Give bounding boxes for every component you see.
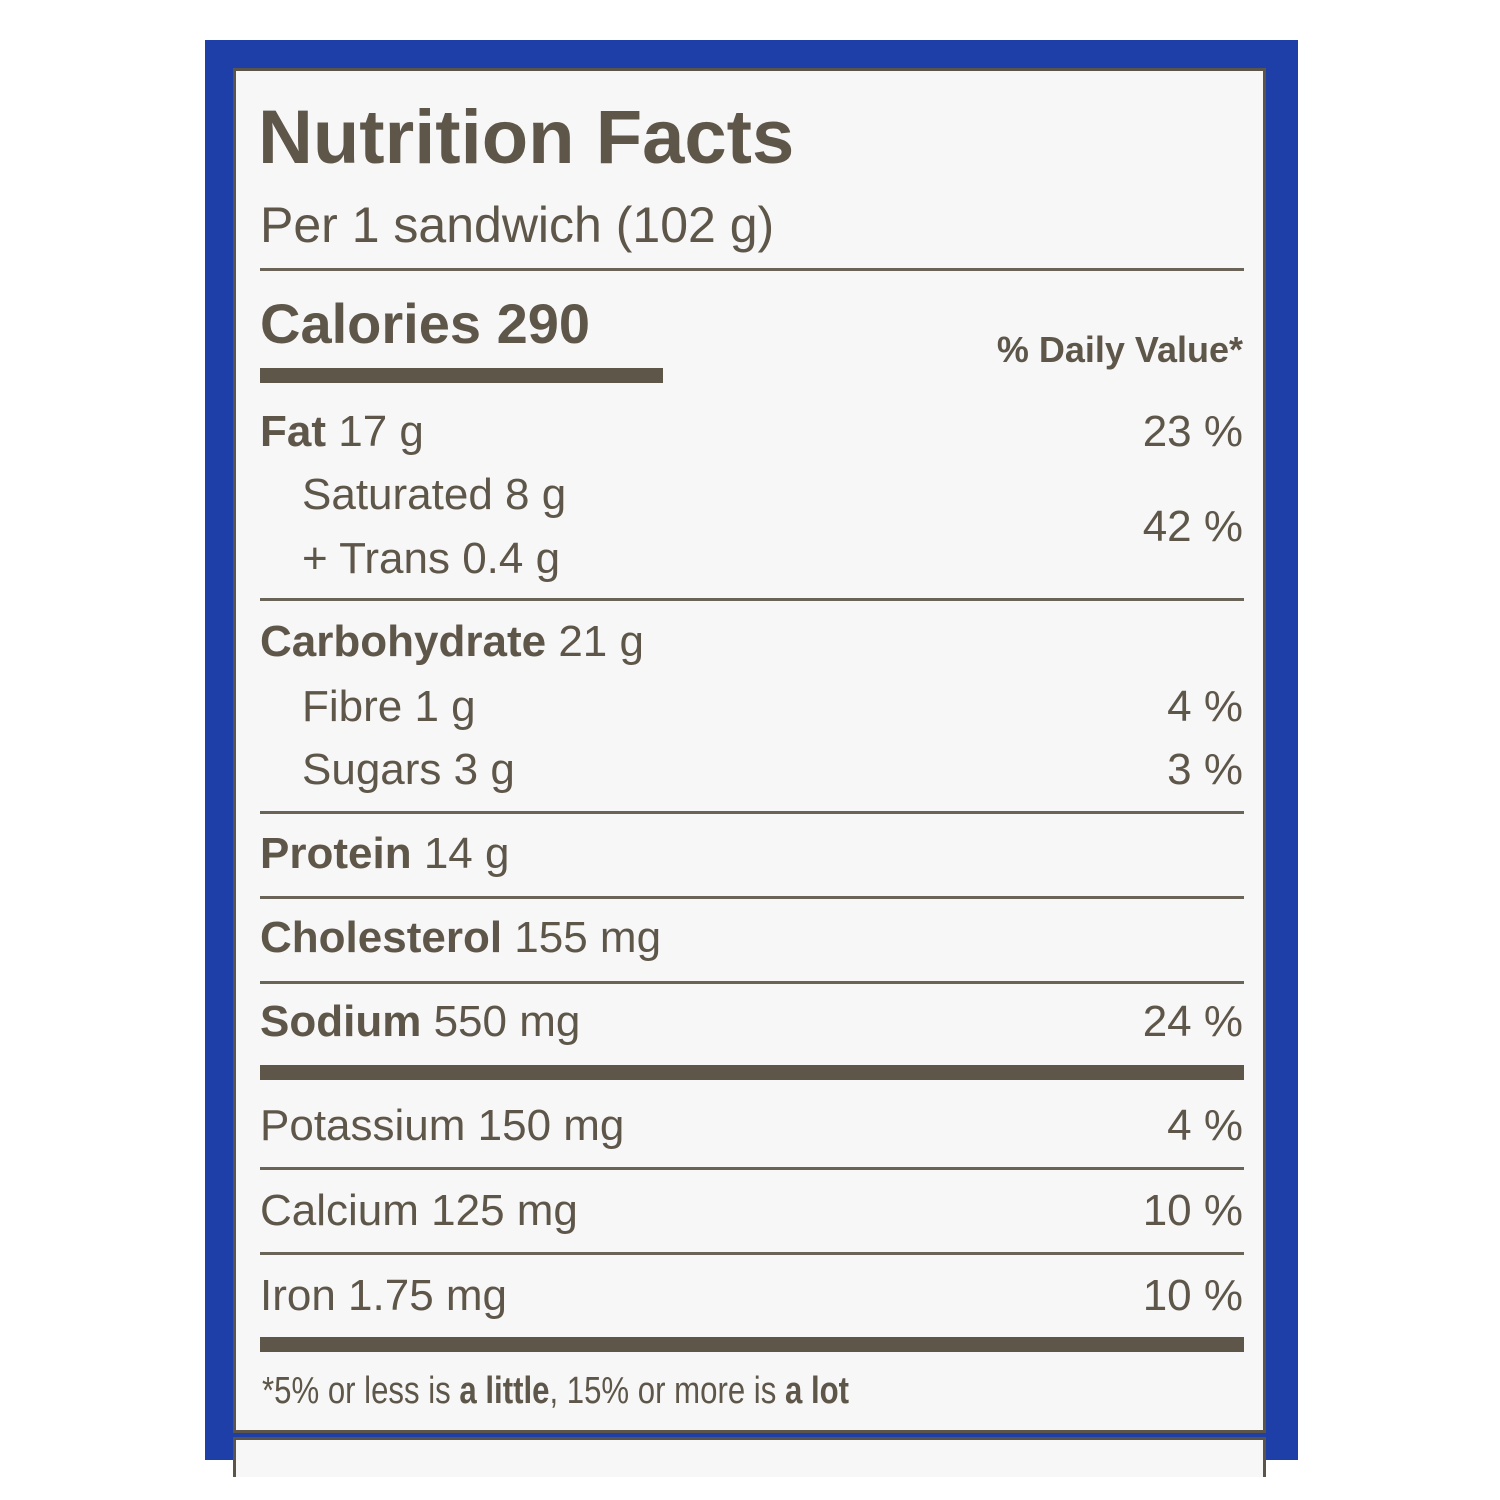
protein-amount: 14 g [423,829,510,878]
divider [260,1252,1244,1255]
cholesterol-row: Cholesterol 155 mg [260,916,661,960]
fibre-dv: 4 % [1167,682,1243,731]
potassium: Potassium 150 mg [260,1101,625,1150]
iron-dv: 10 % [1142,1271,1243,1320]
title: Nutrition Facts [258,95,795,180]
sugars: Sugars 3 g [302,745,515,794]
cholesterol-amount: 155 mg [514,913,662,962]
fat-dv: 23 % [1142,407,1243,456]
fat-row: Fat 17 g [260,410,424,454]
divider [260,1167,1244,1170]
sodium-amount: 550 mg [433,997,581,1046]
carbohydrate-amount: 21 g [558,617,644,666]
carbohydrate-label: Carbohydrate [260,617,547,666]
serving-size: Per 1 sandwich (102 g) [260,197,775,253]
trans: + Trans 0.4 g [302,534,561,583]
calories-bar [260,368,663,383]
fibre: Fibre 1 g [302,682,476,731]
thick-divider [260,1065,1244,1080]
sodium-row: Sodium 550 mg [260,1000,580,1044]
daily-value-header: % Daily Value* [996,329,1243,370]
fat-amount: 17 g [338,407,424,456]
divider [260,598,1244,601]
sodium-dv: 24 % [1142,997,1243,1046]
footnote-text: , 15% or more is [549,1370,785,1412]
cholesterol-label: Cholesterol [260,913,503,962]
footnote-text: *5% or less is [262,1370,460,1412]
sat-trans-dv: 42 % [1142,502,1243,551]
ingredients-panel [233,1437,1266,1477]
nutrition-panel [233,68,1266,1433]
calcium-dv: 10 % [1142,1186,1243,1235]
saturated: Saturated 8 g [302,470,567,519]
potassium-dv: 4 % [1167,1101,1243,1150]
divider [260,811,1244,814]
footnote: *5% or less is a little, 15% or more is … [262,1372,849,1410]
divider [260,981,1244,984]
iron: Iron 1.75 mg [260,1271,508,1320]
protein-label: Protein [260,829,412,878]
calories: Calories 290 [260,296,590,352]
carbohydrate-row: Carbohydrate 21 g [260,620,644,664]
calcium: Calcium 125 mg [260,1186,578,1235]
sodium-label: Sodium [260,997,422,1046]
fat-label: Fat [260,407,326,456]
footnote-bold: a lot [784,1370,850,1412]
thick-divider [260,1337,1244,1352]
calories-value: 290 [496,292,590,355]
protein-row: Protein 14 g [260,832,509,876]
calories-label: Calories [260,292,481,355]
divider [260,896,1244,899]
divider [260,268,1244,271]
footnote-bold: a little [459,1370,550,1412]
sugars-dv: 3 % [1167,745,1243,794]
